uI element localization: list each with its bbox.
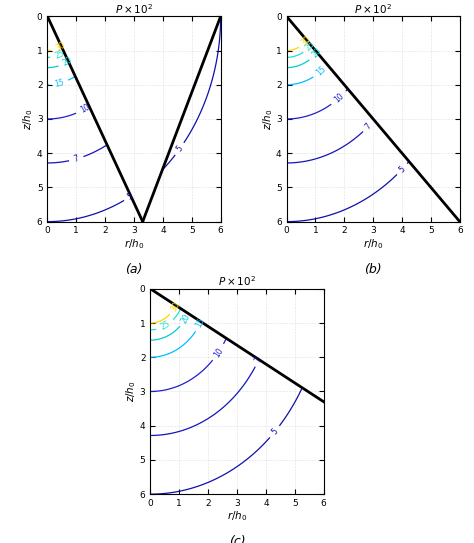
Text: (b): (b) (365, 263, 382, 276)
Text: 25: 25 (159, 319, 172, 332)
Text: 30: 30 (54, 41, 67, 53)
Text: 10: 10 (212, 346, 225, 359)
Text: 25: 25 (54, 49, 66, 61)
Text: 25: 25 (304, 39, 317, 53)
Y-axis label: $z/h_0$: $z/h_0$ (261, 108, 274, 130)
Text: 15: 15 (315, 65, 328, 78)
Text: 7: 7 (254, 356, 264, 364)
Text: 15: 15 (194, 317, 207, 329)
Text: 5: 5 (174, 144, 185, 154)
Text: 15: 15 (53, 78, 65, 89)
Text: 5: 5 (270, 427, 280, 437)
X-axis label: $r/h_0$: $r/h_0$ (124, 237, 144, 251)
Y-axis label: $z/h_0$: $z/h_0$ (125, 381, 138, 402)
Text: 5: 5 (397, 165, 407, 174)
Text: 7: 7 (364, 122, 374, 131)
Title: $P\times10^{2}$: $P\times10^{2}$ (354, 2, 392, 16)
Text: 10: 10 (332, 92, 346, 105)
Y-axis label: $z/h_0$: $z/h_0$ (22, 108, 36, 130)
X-axis label: $r/h_0$: $r/h_0$ (227, 509, 247, 523)
Title: $P\times10^{2}$: $P\times10^{2}$ (115, 2, 153, 16)
Text: 30: 30 (300, 34, 313, 48)
Text: 20: 20 (180, 312, 192, 325)
Text: 7: 7 (73, 154, 80, 164)
Text: (c): (c) (228, 535, 246, 543)
X-axis label: $r/h_0$: $r/h_0$ (363, 237, 383, 251)
Text: 10: 10 (79, 103, 91, 115)
Title: $P\times10^{2}$: $P\times10^{2}$ (218, 274, 256, 288)
Text: 20: 20 (61, 55, 74, 68)
Text: 20: 20 (310, 47, 323, 60)
Text: (a): (a) (125, 263, 143, 276)
Text: 5: 5 (126, 192, 135, 201)
Text: 30: 30 (169, 300, 182, 313)
